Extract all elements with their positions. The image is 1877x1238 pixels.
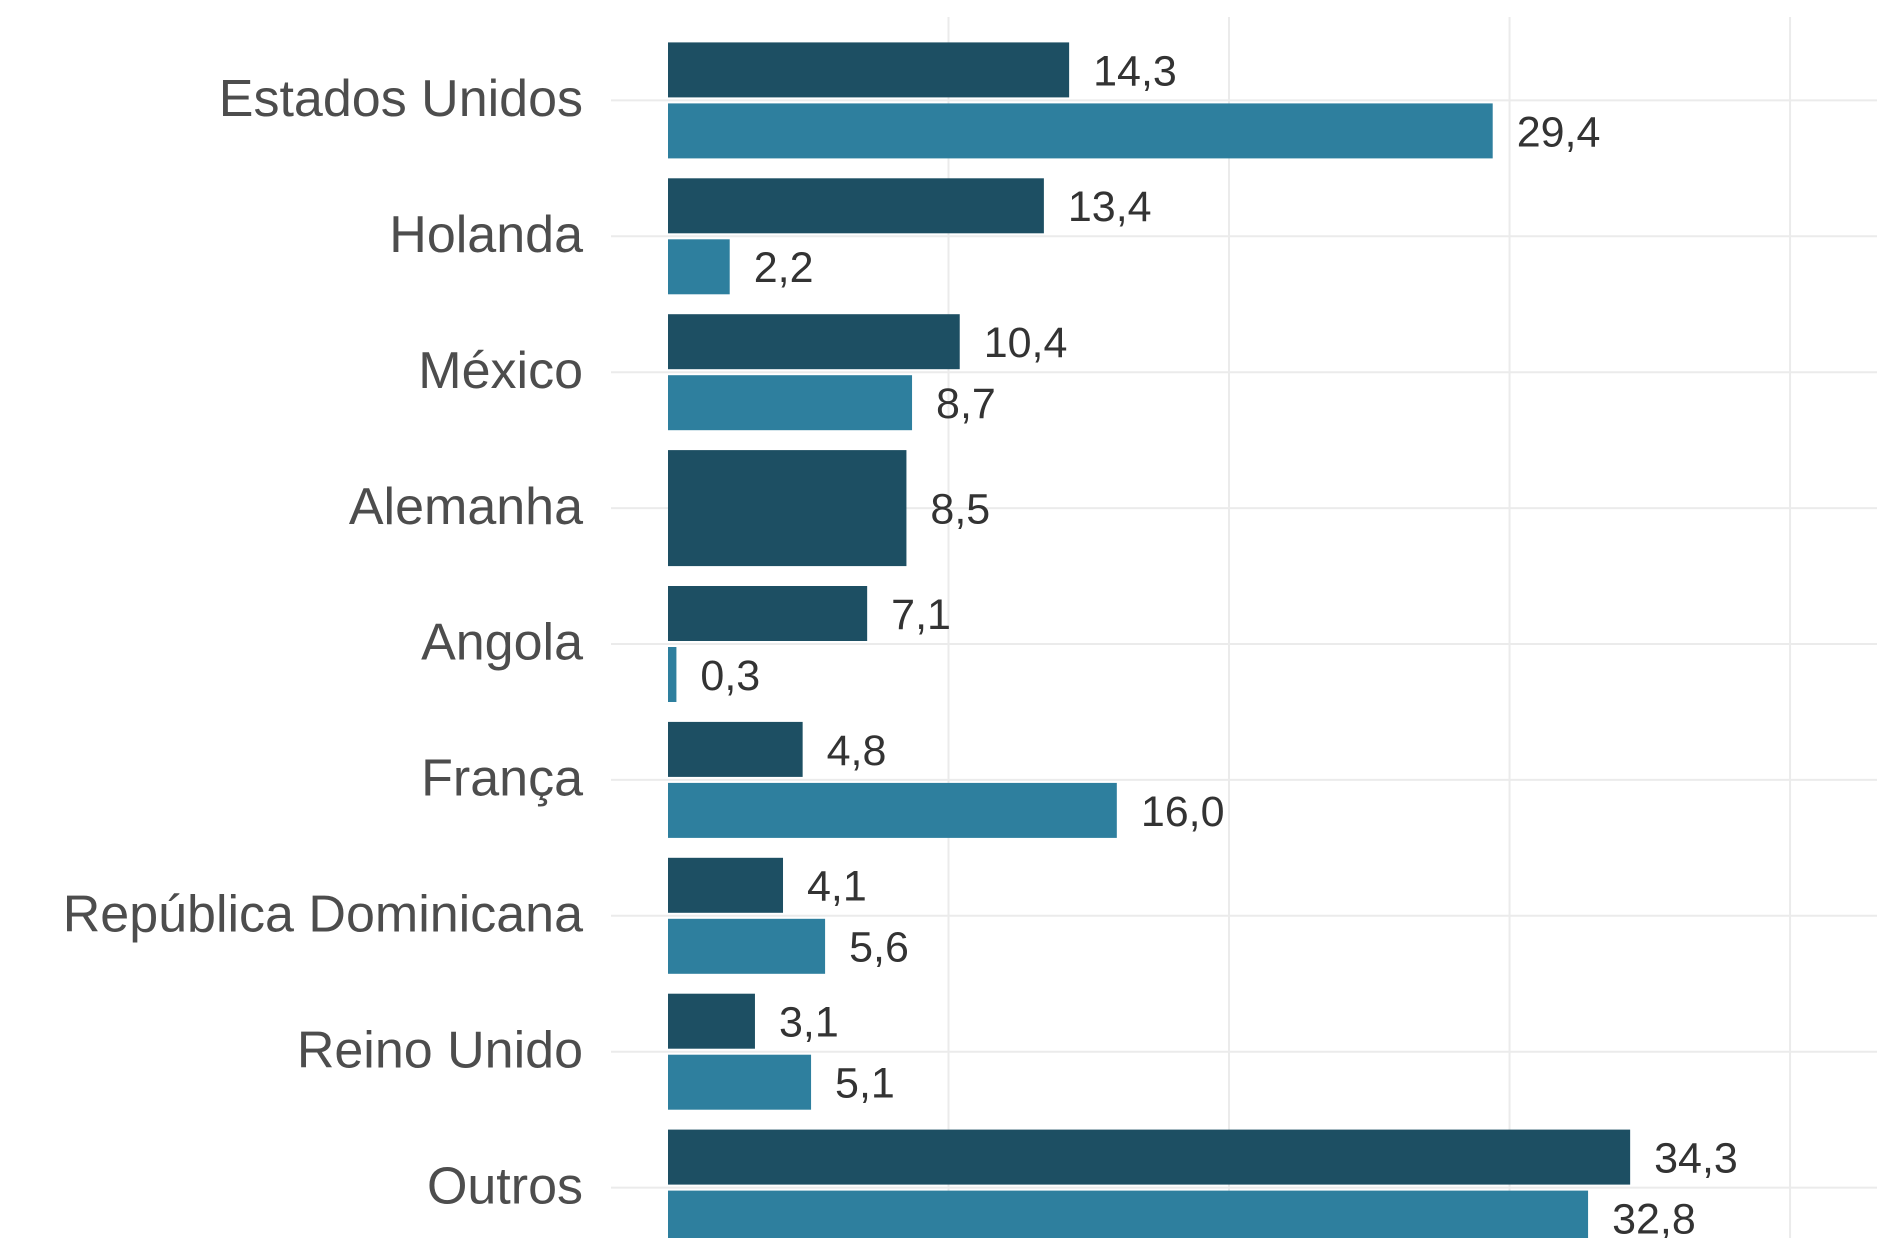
bar	[668, 239, 730, 295]
bar	[668, 918, 826, 974]
value-label: 14,3	[1093, 47, 1177, 95]
value-label: 5,6	[849, 924, 909, 972]
value-label: 0,3	[700, 652, 760, 700]
bar	[668, 42, 1070, 98]
category-label: Angola	[421, 614, 583, 672]
bar	[668, 647, 677, 702]
value-label: 4,1	[807, 863, 867, 911]
value-label: 10,4	[984, 319, 1068, 367]
bar	[668, 857, 784, 913]
category-label: Holanda	[389, 206, 583, 264]
value-label: 34,3	[1654, 1134, 1738, 1182]
value-label: 3,1	[779, 999, 839, 1047]
bar	[668, 178, 1044, 234]
category-label: Alemanha	[349, 478, 583, 536]
category-label: Reino Unido	[297, 1021, 583, 1079]
bar	[668, 782, 1117, 838]
bar	[668, 450, 907, 567]
category-label: Estados Unidos	[219, 70, 583, 128]
value-label: 7,1	[891, 591, 951, 639]
value-label: 13,4	[1068, 183, 1152, 231]
value-label: 16,0	[1141, 788, 1225, 836]
value-label: 29,4	[1517, 108, 1601, 156]
bar	[668, 375, 913, 431]
value-label: 5,1	[835, 1060, 895, 1108]
bar	[668, 1129, 1631, 1185]
value-label: 4,8	[827, 727, 887, 775]
bar	[668, 586, 868, 641]
bar	[668, 314, 960, 370]
category-label: França	[421, 750, 583, 808]
value-label: 32,8	[1612, 1195, 1696, 1238]
value-label: 8,5	[930, 485, 990, 533]
bar	[668, 721, 803, 777]
bar	[668, 1054, 812, 1110]
value-label: 8,7	[936, 380, 996, 428]
category-label: México	[418, 342, 583, 400]
category-label: Outros	[427, 1157, 583, 1215]
bar	[668, 103, 1493, 159]
value-label: 2,2	[754, 244, 814, 292]
bar	[668, 1190, 1589, 1238]
bar	[668, 993, 755, 1049]
category-label: República Dominicana	[63, 886, 583, 944]
